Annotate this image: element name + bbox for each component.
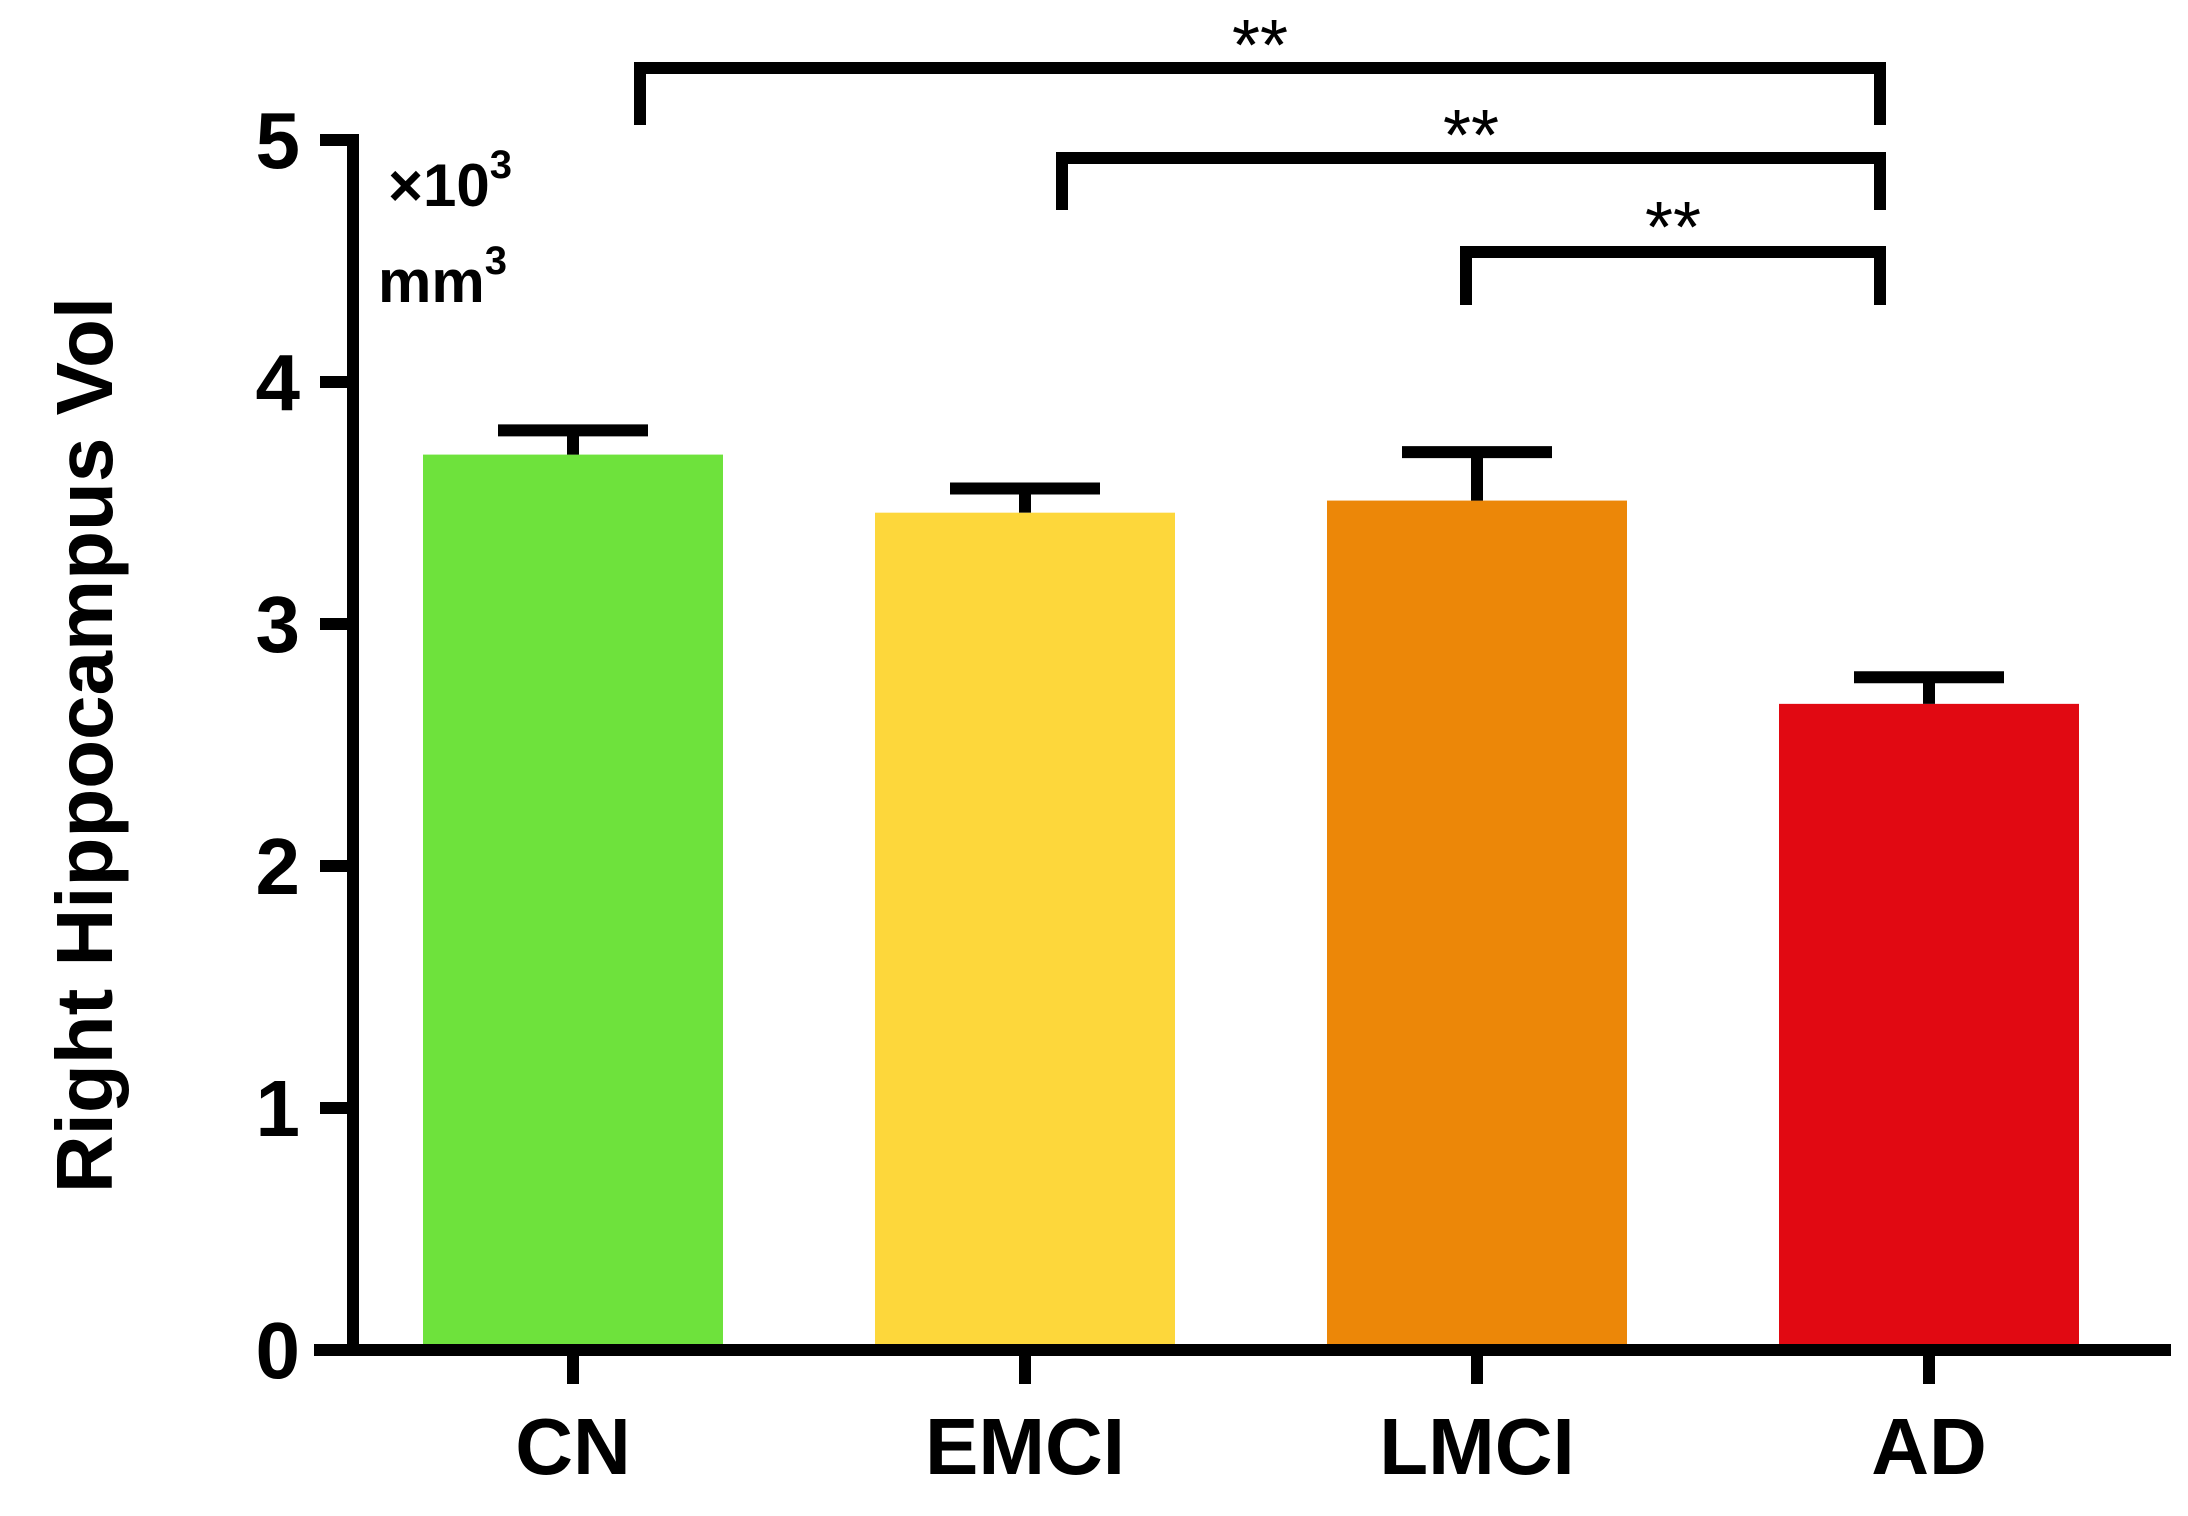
unit-mm: mm	[378, 248, 485, 315]
significance-label-emci-ad: **	[1443, 96, 1499, 176]
bars-layer	[423, 454, 2079, 1351]
x-tick-label-emci: EMCI	[925, 1402, 1125, 1491]
significance-layer: ** ** **	[634, 6, 1886, 305]
y-tick-label-1: 1	[256, 1064, 301, 1153]
x-tick-label-ad: AD	[1871, 1402, 1987, 1491]
bar-lmci	[1327, 500, 1627, 1351]
axes-layer	[314, 134, 2171, 1356]
unit-mm-exponent: 3	[485, 239, 507, 283]
y-tick-label-3: 3	[256, 580, 301, 669]
y-tick-label-4: 4	[256, 338, 301, 427]
y-tick-label-5: 5	[256, 96, 301, 185]
y-axis-label: Right Hippocampus Vol	[40, 297, 129, 1193]
unit-line-1: ×103	[388, 143, 512, 219]
error-bars-layer	[498, 424, 2004, 704]
significance-bracket-cn-ad	[634, 62, 1886, 125]
unit-line-2: mm3	[378, 239, 507, 315]
x-tick-label-cn: CN	[515, 1402, 631, 1491]
significance-bracket-emci-ad	[1056, 152, 1886, 210]
unit-exponent: 3	[490, 143, 512, 187]
significance-bracket-lmci-ad	[1460, 246, 1886, 305]
bar-ad	[1779, 703, 2079, 1350]
y-tick-label-2: 2	[256, 822, 301, 911]
x-tick-label-lmci: LMCI	[1379, 1402, 1575, 1491]
significance-label-cn-ad: **	[1232, 6, 1288, 86]
y-ticks-layer: 0 1 2 3 4 5	[256, 96, 353, 1395]
x-ticks-layer: CN EMCI LMCI AD	[515, 1350, 1987, 1491]
significance-label-lmci-ad: **	[1645, 188, 1701, 268]
unit-multiplier: ×10	[388, 152, 490, 219]
bar-emci	[875, 512, 1175, 1350]
bar-cn	[423, 454, 723, 1351]
y-tick-label-0: 0	[256, 1306, 301, 1395]
